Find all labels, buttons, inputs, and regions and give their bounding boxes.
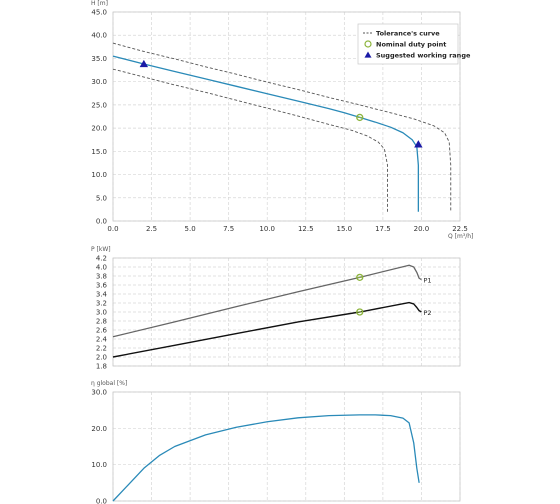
y-tick-label: 3.8 bbox=[96, 273, 107, 281]
working-range-marker bbox=[414, 140, 423, 148]
y-tick-label: 20.0 bbox=[91, 425, 107, 433]
legend-label: Suggested working range bbox=[376, 51, 471, 59]
y-tick-label: 35.0 bbox=[91, 55, 107, 63]
plot-frame bbox=[112, 391, 461, 502]
y-tick-label: 3.6 bbox=[96, 282, 108, 290]
y-tick-label: 10.0 bbox=[91, 171, 107, 179]
x-tick-label: 22.5 bbox=[452, 225, 468, 233]
y-tick-label: 2.4 bbox=[96, 336, 108, 344]
y-tick-label: 15.0 bbox=[91, 148, 107, 156]
y-tick-label: 10.0 bbox=[91, 461, 107, 469]
y-axis-label: η global [%] bbox=[91, 380, 127, 387]
y-tick-label: 30.0 bbox=[91, 78, 107, 86]
legend-triangle-icon bbox=[364, 51, 372, 58]
y-axis-label: P [kW] bbox=[91, 246, 111, 253]
series-label: P1 bbox=[423, 277, 431, 285]
x-tick-label: 7.5 bbox=[223, 225, 234, 233]
chart-panel-3: 0.0 10.0 20.0 30.0 η global [%] bbox=[91, 380, 461, 504]
legend: Tolerance's curve Nominal duty point Sugge… bbox=[357, 23, 471, 65]
y-tick-label: 40.0 bbox=[91, 32, 107, 40]
legend-label: Nominal duty point bbox=[376, 40, 446, 48]
y-tick-label: 1.8 bbox=[96, 363, 107, 371]
x-tick-label: 12.5 bbox=[298, 225, 314, 233]
y-tick-label: 2.2 bbox=[96, 345, 107, 353]
duty-point-marker bbox=[356, 273, 364, 282]
working-range-marker bbox=[139, 59, 149, 68]
chart-panel-2: 1.82.02.22.42.62.83.03.23.43.63.84.04.2 P… bbox=[91, 246, 461, 371]
series-line-P2 bbox=[112, 301, 422, 358]
y-tick-label: 2.0 bbox=[96, 354, 107, 362]
x-tick-label: 2.5 bbox=[146, 225, 157, 233]
duty-point-marker bbox=[356, 113, 364, 122]
x-axis-label: Q [m³/h] bbox=[448, 233, 473, 240]
x-tick-label: 17.5 bbox=[375, 225, 391, 233]
series-label: P2 bbox=[423, 309, 431, 317]
chart-panel-1: 0.0 5.0 10.0 15.0 20.0 25.0 30.0 35.0 40.0 45.0 0.… bbox=[91, 0, 473, 240]
x-tick-label: 10.0 bbox=[259, 225, 275, 233]
series-line-pump-curve bbox=[112, 55, 420, 212]
legend-label: Tolerance's curve bbox=[376, 29, 440, 37]
y-tick-label: 4.0 bbox=[96, 264, 107, 272]
x-tick-label: 20.0 bbox=[414, 225, 430, 233]
y-tick-label: 25.0 bbox=[91, 101, 107, 109]
y-tick-label: 4.2 bbox=[96, 255, 107, 263]
plot-frame bbox=[112, 11, 461, 222]
x-tick-label: 15.0 bbox=[337, 225, 353, 233]
y-axis-label: H [m] bbox=[91, 0, 108, 7]
plot-frame bbox=[112, 257, 461, 367]
y-tick-label: 5.0 bbox=[96, 194, 107, 202]
y-tick-label: 2.8 bbox=[96, 318, 107, 326]
y-tick-label: 2.6 bbox=[96, 327, 108, 335]
y-tick-label: 0.0 bbox=[96, 498, 107, 504]
series-line-tolerance-lower bbox=[112, 68, 388, 212]
x-tick-label: 5.0 bbox=[185, 225, 196, 233]
series-line-P1 bbox=[112, 264, 422, 338]
y-tick-label: 3.4 bbox=[96, 291, 108, 299]
y-tick-label: 20.0 bbox=[91, 125, 107, 133]
series-line-efficiency bbox=[112, 414, 420, 502]
y-tick-label: 0.0 bbox=[96, 218, 107, 226]
x-tick-label: 0.0 bbox=[107, 225, 118, 233]
y-tick-label: 30.0 bbox=[91, 389, 107, 397]
y-tick-label: 3.0 bbox=[96, 309, 107, 317]
legend-box bbox=[357, 23, 459, 65]
y-tick-label: 45.0 bbox=[91, 9, 107, 17]
legend-circle-icon bbox=[364, 40, 372, 48]
duty-point-marker bbox=[356, 308, 364, 316]
y-tick-label: 3.2 bbox=[96, 300, 107, 308]
